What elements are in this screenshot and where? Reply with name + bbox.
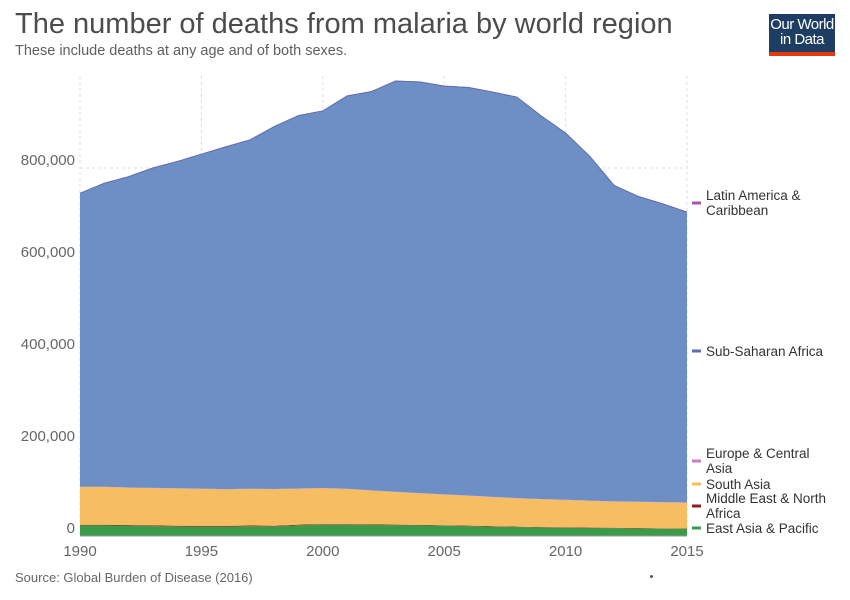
legend-label[interactable]: Latin America & xyxy=(706,188,801,203)
x-tick-label: 2005 xyxy=(428,543,461,560)
legend-label[interactable]: Europe & Central xyxy=(706,446,810,461)
x-tick-label: 1995 xyxy=(185,543,218,560)
source-note: Source: Global Burden of Disease (2016) xyxy=(15,570,253,585)
area-middle-east-north-africa[interactable] xyxy=(80,524,687,529)
logo-line-1: Our World xyxy=(770,16,834,33)
axis-layer: 0 200,000 400,000 600,000 800,000 1990 1995 200… xyxy=(21,152,704,560)
x-tick-label: 1990 xyxy=(63,543,96,560)
area-top-line xyxy=(79,80,688,213)
area-sub-saharan-africa[interactable] xyxy=(80,81,687,503)
logo-line-2: in Data xyxy=(779,31,825,48)
legend-label[interactable]: Caribbean xyxy=(706,203,768,218)
area-east-asia-pacific[interactable] xyxy=(80,524,687,536)
x-tick-label: 2010 xyxy=(549,543,582,560)
chart-subtitle: These include deaths at any age and of b… xyxy=(15,43,348,59)
legend-label[interactable]: Middle East & North xyxy=(706,491,826,506)
area-south-asia[interactable] xyxy=(80,487,687,529)
footer-dot xyxy=(650,575,653,578)
legend-label[interactable]: Africa xyxy=(706,506,741,521)
y-tick-label: 0 xyxy=(67,520,75,537)
legend-layer: Latin America &Caribbean Sub-Saharan Afri… xyxy=(692,188,826,536)
x-tick-label: 2015 xyxy=(670,543,703,560)
y-tick-label: 400,000 xyxy=(21,336,75,353)
x-tick-label: 2000 xyxy=(306,543,339,560)
chart-title: The number of deaths from malaria by wor… xyxy=(15,8,673,40)
area-layer xyxy=(79,80,688,536)
legend-label[interactable]: Sub-Saharan Africa xyxy=(706,344,824,359)
legend-label[interactable]: South Asia xyxy=(706,477,771,492)
y-tick-label: 600,000 xyxy=(21,244,75,261)
y-tick-label: 200,000 xyxy=(21,428,75,445)
owid-logo[interactable]: Our World in Data xyxy=(769,14,835,56)
y-tick-label: 800,000 xyxy=(21,152,75,169)
legend-label[interactable]: Asia xyxy=(706,461,733,476)
legend-label[interactable]: East Asia & Pacific xyxy=(706,521,819,536)
